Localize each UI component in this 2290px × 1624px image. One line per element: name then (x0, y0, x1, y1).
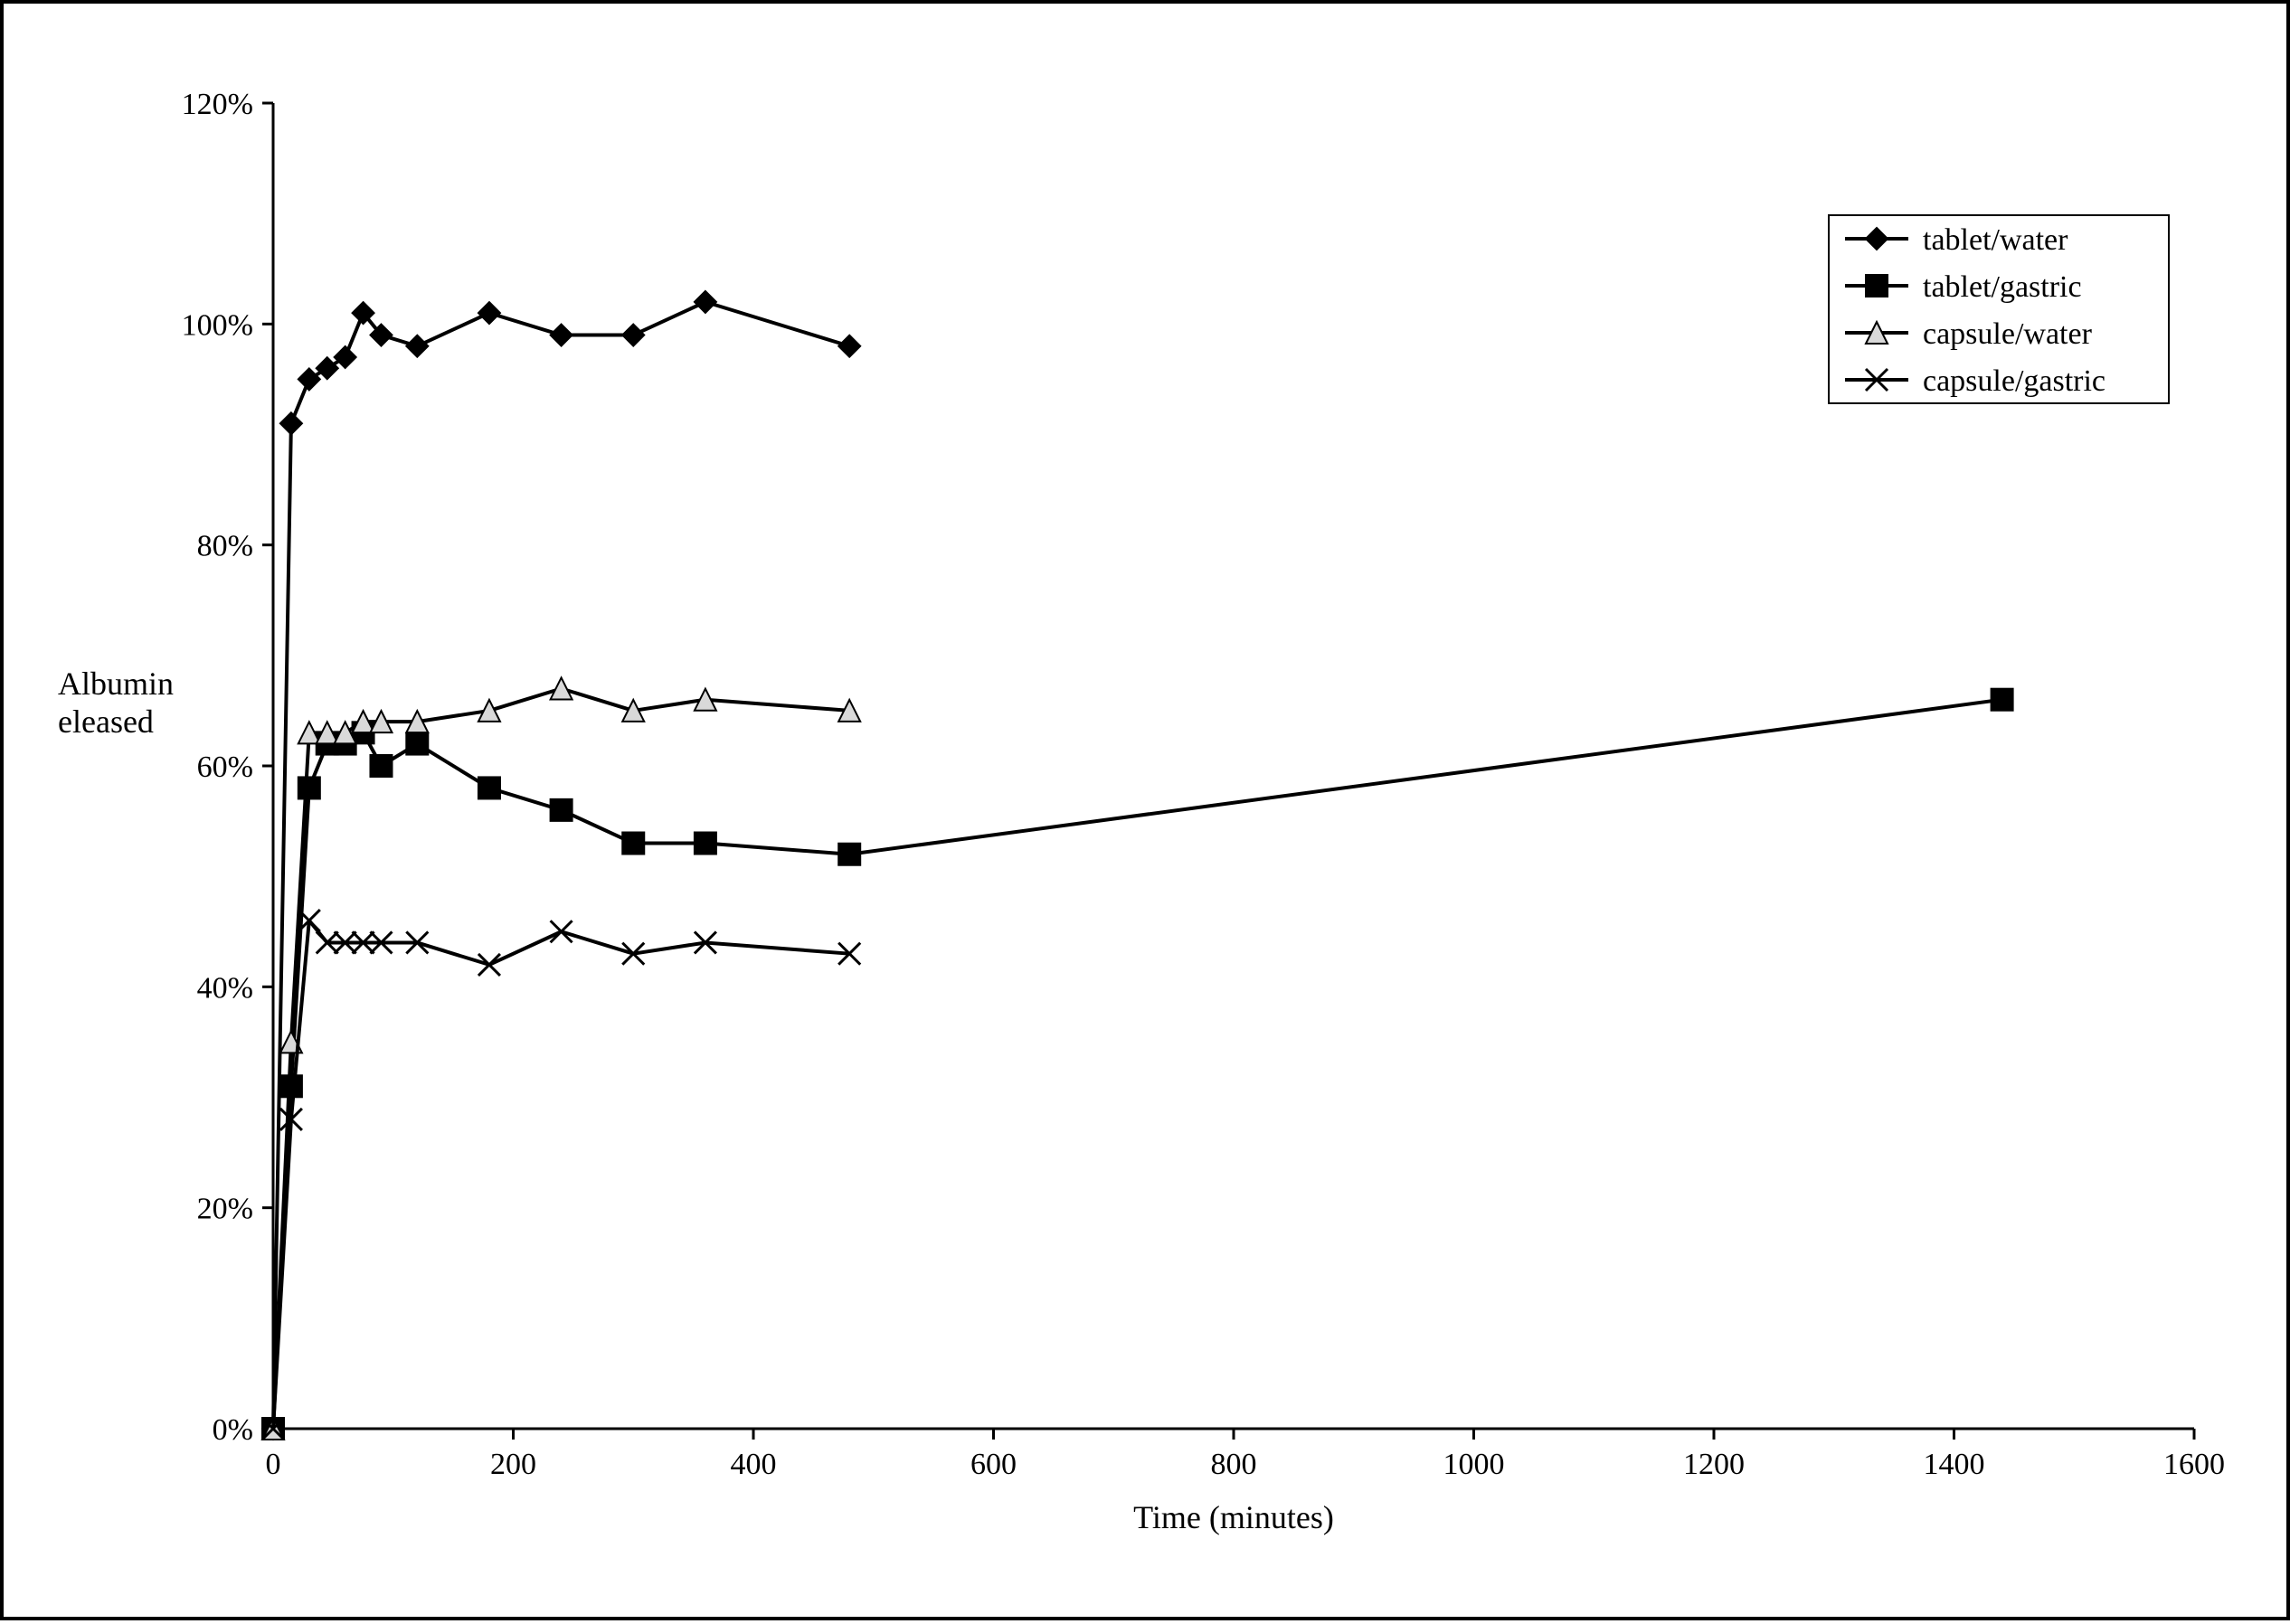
x-tick-label: 400 (731, 1448, 777, 1481)
x-tick-label: 600 (970, 1448, 1017, 1481)
legend-label: tablet/water (1923, 223, 2068, 257)
marker-square (838, 844, 860, 865)
series-line (273, 302, 849, 1429)
marker-triangle (551, 677, 572, 699)
series-line (273, 921, 849, 1429)
marker-diamond (551, 325, 572, 346)
marker-diamond (622, 325, 644, 346)
x-tick-label: 1400 (1924, 1448, 1985, 1481)
y-tick-label: 80% (197, 530, 253, 563)
y-tick-label: 40% (197, 971, 253, 1005)
series-tablet-gastric (262, 689, 2013, 1440)
chart-container: 0% 20% 40% 60% 80% 100% 120% 0 200 400 600 800 1000 1… (4, 4, 2286, 1617)
marker-diamond (478, 302, 500, 324)
albumin-release-chart: 0% 20% 40% 60% 80% 100% 120% 0 200 400 600 800 1000 1… (4, 4, 2290, 1624)
legend-label: capsule/gastric (1923, 364, 2105, 398)
y-axis-label-line1: Albumin (58, 666, 174, 702)
x-tick-label: 800 (1211, 1448, 1257, 1481)
marker-square (298, 777, 320, 798)
marker-diamond (298, 368, 320, 390)
chart-frame: 0% 20% 40% 60% 80% 100% 120% 0 200 400 600 800 1000 1… (0, 0, 2290, 1620)
y-tick-label: 120% (182, 88, 253, 121)
series-tablet-water (262, 291, 860, 1440)
x-tick-label: 0 (266, 1448, 281, 1481)
x-tick-label: 200 (490, 1448, 536, 1481)
y-tick-label: 0% (213, 1413, 253, 1447)
marker-square (551, 799, 572, 821)
marker-square (370, 755, 392, 777)
marker-diamond (838, 335, 860, 357)
series-line (273, 700, 2002, 1429)
y-axis-label-line2: eleased (58, 703, 154, 740)
marker-diamond (695, 291, 716, 313)
x-tick-label: 1600 (2163, 1448, 2225, 1481)
x-tick-label: 1000 (1443, 1448, 1505, 1481)
marker-diamond (317, 357, 338, 379)
marker-square (622, 833, 644, 854)
y-tick-label: 20% (197, 1193, 253, 1226)
legend-label: capsule/water (1923, 317, 2093, 351)
marker-square (1992, 689, 2013, 711)
y-tick-label: 60% (197, 751, 253, 784)
y-tick-label: 100% (182, 308, 253, 342)
x-axis-label: Time (minutes) (1133, 1499, 1334, 1535)
marker-diamond (406, 335, 428, 357)
marker-square (478, 777, 500, 798)
marker-square (406, 733, 428, 755)
marker-square (695, 833, 716, 854)
series-capsule-water (262, 677, 860, 1440)
legend: tablet/water tablet/gastric capsule/water c… (1829, 215, 2169, 403)
marker-diamond (335, 346, 356, 368)
series-capsule-gastric (262, 910, 860, 1440)
marker-square (1866, 275, 1888, 297)
x-tick-label: 1200 (1683, 1448, 1745, 1481)
legend-label: tablet/gastric (1923, 270, 2082, 304)
marker-diamond (280, 412, 302, 434)
